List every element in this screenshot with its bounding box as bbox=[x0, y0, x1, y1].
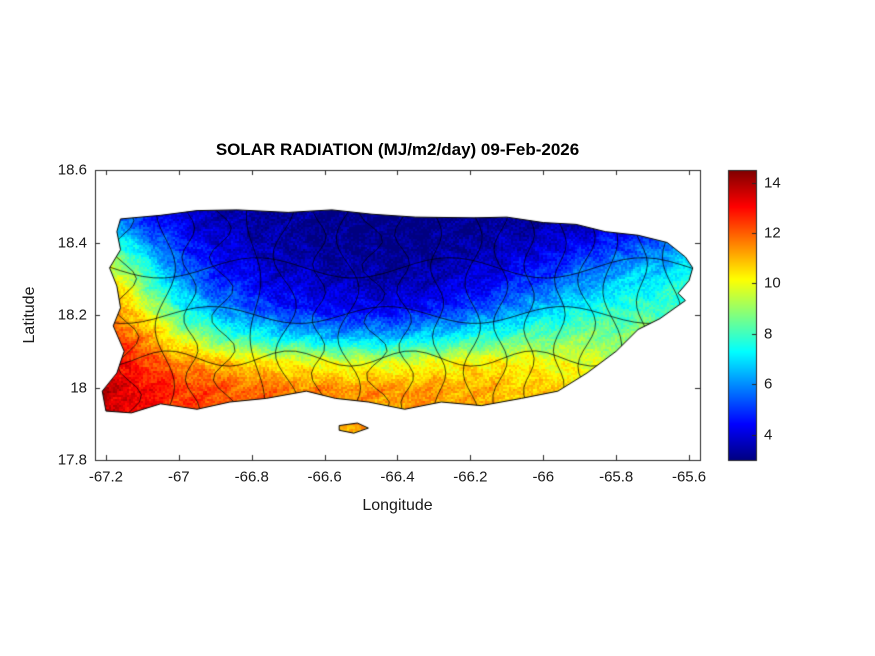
x-axis-label: Longitude bbox=[362, 497, 433, 514]
y-axis-label: Latitude bbox=[21, 286, 38, 344]
chart-title: SOLAR RADIATION (MJ/m2/day) 09-Feb-2026 bbox=[215, 140, 580, 159]
